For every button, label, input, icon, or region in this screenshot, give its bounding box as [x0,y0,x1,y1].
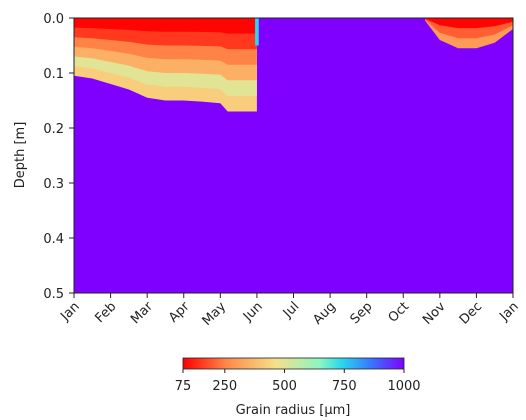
snow-layers [74,18,513,112]
x-tick-label: Dec [457,299,485,327]
x-tick-label: Aug [310,299,339,328]
x-tick-label: Feb [93,299,120,326]
x-tick-label: Apr [166,299,193,326]
x-tick-label: Sep [348,299,376,327]
late-season-band [425,18,513,29]
plot-area [73,17,514,294]
y-tick-label: 0.0 [43,12,64,27]
colorbar-ticks: 75 250 500 750 1000 [175,369,421,394]
y-tick-label: 0.1 [43,67,64,82]
y-tick-label: 0.2 [43,122,64,137]
colorbar-label: Grain radius [µm] [236,403,351,418]
colorbar-tick-label: 75 [175,379,192,394]
x-tick-label: Mar [128,299,156,327]
y-axis-title: Depth [m] [13,122,28,189]
x-tick-label: Jul [280,299,302,321]
colorbar-tick-label: 250 [212,379,237,394]
x-tick-label: Jan [57,299,82,324]
colorbar: 75 250 500 750 1000 Grain radius [µm] [175,357,421,418]
colorbar-tick-label: 500 [272,379,297,394]
transition-strip [255,18,259,46]
y-tick-label: 0.4 [43,232,64,247]
x-tick-label: Jun [240,299,266,325]
x-tick-label: Nov [420,299,449,328]
x-axis: Jan Feb Mar Apr May Jun Jul Aug Sep Oct Nov Dec Jan [57,293,522,329]
colorbar-tick-label: 1000 [387,379,420,394]
x-tick-label: Jan [496,299,521,324]
x-tick-label: Oct [386,299,413,326]
x-tick-label: May [200,299,230,329]
y-tick-label: 0.3 [43,177,64,192]
snow-layer-band [74,18,257,34]
colorbar-tick-label: 750 [332,379,357,394]
y-tick-label: 0.5 [43,287,64,302]
y-axis: 0.0 0.1 0.2 0.3 0.4 0.5 [43,12,74,302]
colorbar-gradient [182,357,405,370]
